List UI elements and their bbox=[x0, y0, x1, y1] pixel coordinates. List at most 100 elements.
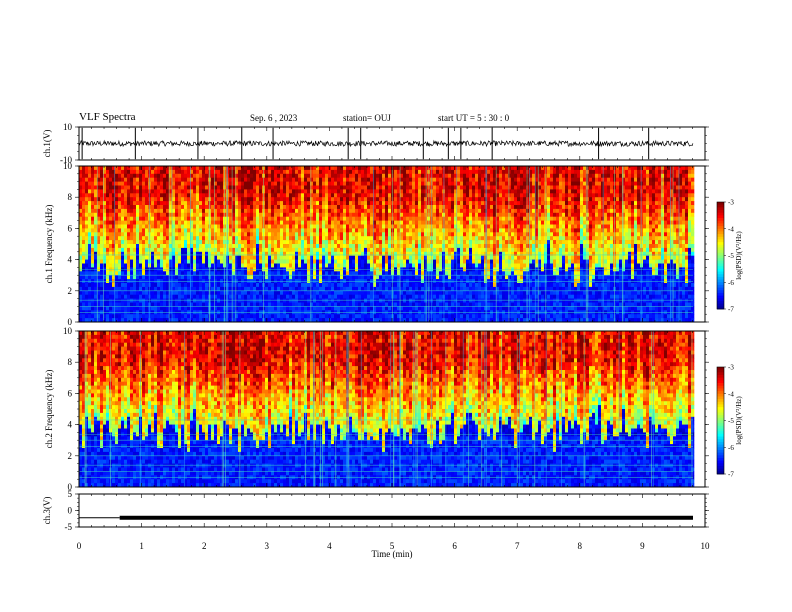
ch1-spec-cell bbox=[229, 169, 233, 175]
ch1-spec-cell bbox=[376, 224, 380, 229]
ch1-spec-cell bbox=[175, 201, 179, 206]
ch1-spec-cell bbox=[199, 236, 203, 241]
ch1-spec-cell bbox=[439, 318, 443, 323]
ch1-spec-cell bbox=[139, 173, 143, 178]
ch1-spec-cell bbox=[184, 181, 188, 186]
ch1-spec-cell bbox=[289, 318, 293, 323]
ch1-spec-cell bbox=[259, 247, 263, 253]
ch1-spec-cell bbox=[307, 263, 311, 268]
ch1-spec-cell bbox=[187, 306, 191, 311]
ch1-spec-cell bbox=[328, 271, 332, 276]
ch1-spec-cell bbox=[283, 197, 287, 202]
ch1-spec-cell bbox=[280, 244, 284, 249]
ch1-spec-cell bbox=[106, 244, 110, 249]
ch1-spec-cell bbox=[190, 208, 194, 214]
ch1-spec-cell bbox=[397, 318, 401, 323]
ch1-spec-cell bbox=[325, 283, 329, 288]
ch1-spec-cell bbox=[328, 220, 332, 225]
ch1-spec-cell bbox=[100, 212, 104, 217]
ch1-spec-cell bbox=[283, 205, 287, 210]
ch1-spec-cell bbox=[403, 283, 407, 288]
ch1-spec-cell bbox=[235, 220, 239, 225]
ch1-spec-cell bbox=[172, 275, 176, 280]
ch1-spec-cell bbox=[220, 228, 224, 233]
ch1-spec-cell bbox=[139, 212, 143, 217]
ch1-spec-cell bbox=[259, 166, 263, 171]
ch1-spec-cell bbox=[166, 271, 170, 276]
ch1-spec-cell bbox=[142, 205, 146, 210]
ch1-spec-cell bbox=[286, 251, 290, 256]
ch1-spec-cell bbox=[232, 286, 236, 292]
ch1-spec-cell bbox=[412, 294, 416, 299]
ch1-spec-cell bbox=[367, 169, 371, 175]
ch1-spec-cell bbox=[277, 193, 281, 198]
ch1-spec-cell bbox=[193, 271, 197, 276]
ch1-spec-cell bbox=[316, 298, 320, 303]
ch1-spec-cell bbox=[115, 189, 119, 194]
ch1-spec-cell bbox=[259, 314, 263, 319]
ch1-spec-cell bbox=[235, 251, 239, 256]
ch1-spec-cell bbox=[187, 247, 191, 253]
ch1-spec-cell bbox=[190, 302, 194, 307]
ch1-spec-cell bbox=[349, 275, 353, 280]
ch1-spec-cell bbox=[436, 290, 440, 295]
ch1-spec-cell bbox=[421, 290, 425, 295]
ch1-spec-cell bbox=[103, 318, 107, 323]
ch1-spec-cell bbox=[379, 189, 383, 194]
ch1-spec-cell bbox=[238, 228, 242, 233]
ch1-spec-cell bbox=[367, 205, 371, 210]
ch1-spec-cell bbox=[373, 216, 377, 221]
ch1-spec-cell bbox=[199, 286, 203, 292]
ch1-spec-cell bbox=[196, 255, 200, 260]
ch1-spec-cell bbox=[166, 263, 170, 268]
ch1-spec-cell bbox=[121, 286, 125, 292]
ch1-spec-cell bbox=[268, 169, 272, 175]
ch1-spec-cell bbox=[382, 216, 386, 221]
ch1-spec-cell bbox=[142, 263, 146, 268]
ch1-spec-cell bbox=[199, 232, 203, 237]
ch1-spec-cell bbox=[220, 283, 224, 288]
ch1-spec-cell bbox=[271, 259, 275, 264]
ch1-spec-cell bbox=[328, 185, 332, 190]
ch1-spec-cell bbox=[94, 193, 98, 198]
ch1-spec-cell bbox=[358, 314, 362, 319]
ch1-spec-cell bbox=[292, 283, 296, 288]
ch1-spec-cell bbox=[91, 208, 95, 214]
ch1-spec-cell bbox=[256, 251, 260, 256]
ch1-spec-cell bbox=[340, 314, 344, 319]
ch1-spec-cell bbox=[202, 247, 206, 253]
ch1-spec-cell bbox=[340, 283, 344, 288]
ch1-spec-cell bbox=[421, 236, 425, 241]
ch1-spec-cell bbox=[328, 232, 332, 237]
ch1-spec-cell bbox=[319, 177, 323, 182]
ch1-spec-cell bbox=[133, 185, 137, 190]
ch1-spec-cell bbox=[367, 173, 371, 178]
ch1-spec-cell bbox=[250, 259, 254, 264]
ch1-spec-cell bbox=[175, 185, 179, 190]
ch1-spec-cell bbox=[373, 251, 377, 256]
ch1-spec-cell bbox=[280, 286, 284, 292]
ch1-spec-cell bbox=[106, 271, 110, 276]
ch1-spec-cell bbox=[385, 185, 389, 190]
ch1-spec-cell bbox=[352, 205, 356, 210]
ch1-spec-cell bbox=[97, 185, 101, 190]
ch1-spec-cell bbox=[196, 169, 200, 175]
ch1-spec-cell bbox=[154, 314, 158, 319]
ch1-spec-cell bbox=[316, 251, 320, 256]
ch1-spec-cell bbox=[232, 193, 236, 198]
ch1-spec-cell bbox=[130, 290, 134, 295]
ch1-spec-cell bbox=[265, 189, 269, 194]
ch1-spec-cell bbox=[166, 286, 170, 292]
ch1-spec-cells bbox=[79, 166, 695, 323]
ch1-spec-cell bbox=[328, 216, 332, 221]
ch1-spec-cell bbox=[193, 294, 197, 299]
ch1-spec-cell bbox=[124, 259, 128, 264]
ch1-spec-cell bbox=[256, 263, 260, 268]
ch1-spec-cell bbox=[172, 212, 176, 217]
ch1-spec-cell bbox=[256, 244, 260, 249]
ch1-spec-cell bbox=[340, 275, 344, 280]
ch1-spec-cell bbox=[307, 236, 311, 241]
ch1-spec-cell bbox=[424, 255, 428, 260]
ch1-spec-cell bbox=[325, 224, 329, 229]
ch1-spec-cell bbox=[331, 302, 335, 307]
